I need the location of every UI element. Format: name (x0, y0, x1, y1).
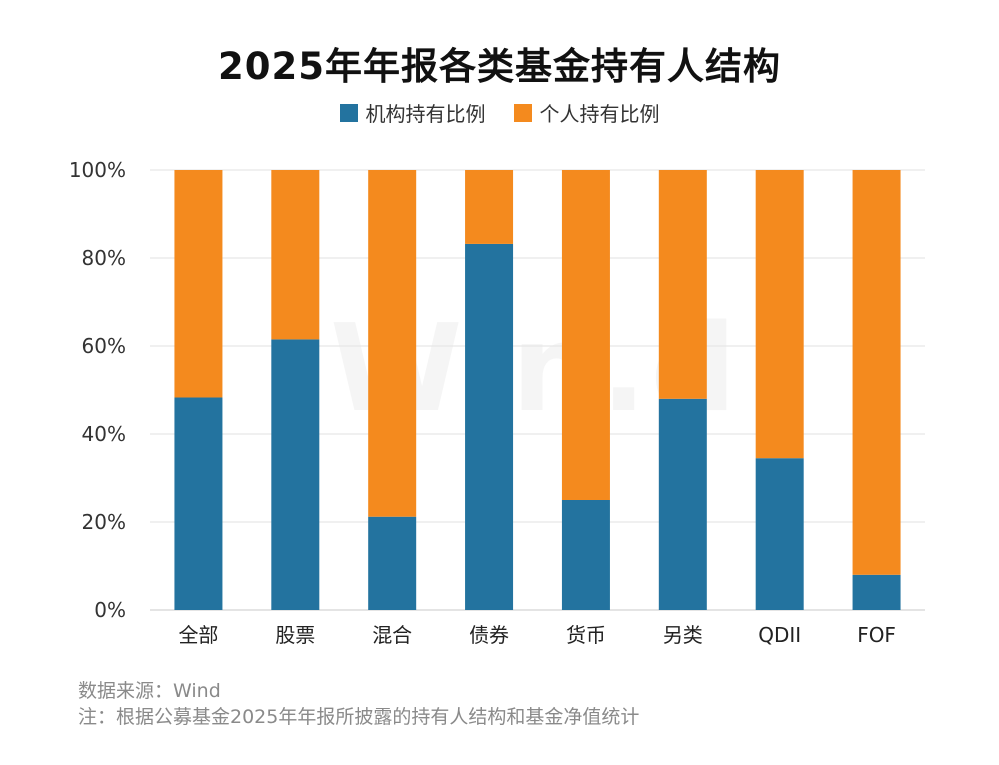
bar-institutional (465, 243, 514, 611)
y-axis: 0% 20% 40% 60% 80% 100% (69, 158, 126, 622)
y-tick-label: 60% (82, 334, 126, 358)
bar-individual (561, 170, 610, 500)
x-tick-label: 股票 (275, 623, 315, 647)
footnote: 注：根据公募基金2025年年报所披露的持有人结构和基金净值统计 (78, 706, 640, 728)
x-tick-label: 混合 (372, 623, 412, 647)
legend-item-individual: 个人持有比例 (513, 98, 660, 127)
bar-institutional (658, 398, 707, 610)
bar-individual (368, 170, 417, 517)
bar-institutional (561, 500, 610, 610)
x-tick-label: 货币 (566, 623, 606, 647)
bar-individual (174, 170, 223, 398)
bar-institutional (755, 458, 804, 610)
y-tick-label: 20% (82, 510, 126, 534)
grid-layer (150, 169, 925, 611)
x-tick-label: 全部 (178, 623, 218, 647)
bar-institutional (174, 397, 223, 610)
legend-label-individual: 个人持有比例 (539, 102, 660, 126)
y-tick-label: 40% (82, 422, 126, 446)
legend-swatch-individual (513, 103, 532, 122)
bar-institutional (271, 339, 320, 610)
bar-institutional (368, 516, 417, 610)
y-tick-label: 0% (94, 598, 126, 622)
y-tick-label: 80% (82, 246, 126, 270)
legend-label-institutional: 机构持有比例 (365, 102, 486, 126)
x-axis: 全部 股票 混合 债券 货币 另类 QDII FOF (178, 623, 896, 647)
y-tick-label: 100% (69, 158, 126, 182)
source-note: 数据来源：Wind (78, 680, 221, 702)
notes: 数据来源：Wind 注：根据公募基金2025年年报所披露的持有人结构和基金净值统… (78, 678, 639, 730)
x-tick-label: 债券 (469, 623, 509, 647)
chart-title: 2025年年报各类基金持有人结构 (218, 45, 781, 88)
bar-individual (852, 170, 901, 575)
x-tick-label: QDII (758, 623, 801, 647)
bar-individual (755, 170, 804, 459)
x-tick-label: FOF (857, 623, 896, 647)
bar-institutional (852, 574, 901, 610)
x-tick-label: 另类 (663, 623, 703, 647)
bar-individual (271, 170, 320, 340)
legend: 机构持有比例 个人持有比例 (0, 98, 999, 127)
legend-item-institutional: 机构持有比例 (339, 98, 486, 127)
legend-swatch-institutional (339, 103, 358, 122)
bar-individual (658, 170, 707, 399)
bars (174, 170, 901, 611)
bar-individual (465, 170, 514, 244)
